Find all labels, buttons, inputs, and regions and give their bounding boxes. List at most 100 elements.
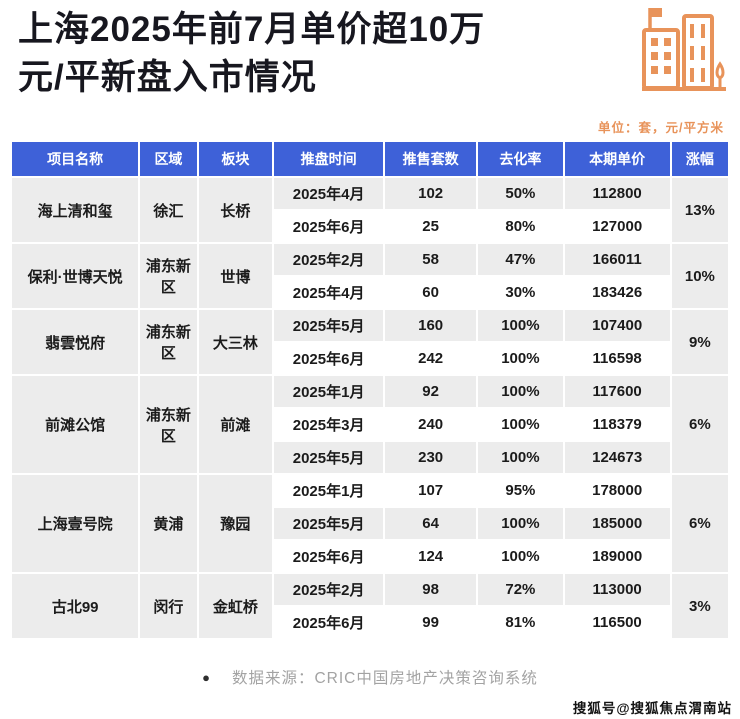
- column-header: 板块: [198, 142, 273, 176]
- units-count-cell: 58: [385, 244, 477, 275]
- units-count-cell: 60: [385, 277, 477, 308]
- unit-price-cell: 117600: [564, 376, 670, 407]
- column-header: 推盘时间: [274, 142, 384, 176]
- column-header: 本期单价: [564, 142, 670, 176]
- table-body: 海上清和玺 徐汇 长桥 2025年4月 102 50% 112800 13% 2025年6月 25…: [12, 178, 728, 638]
- growth-cell: 13%: [671, 178, 728, 242]
- unit-price-cell: 118379: [564, 409, 670, 440]
- table-row: 2025年6月 99 81% 116500: [12, 607, 728, 638]
- table-row: 2025年5月 230 100% 124673: [12, 442, 728, 473]
- growth-cell: 6%: [671, 475, 728, 572]
- units-count-cell: 92: [385, 376, 477, 407]
- absorption-rate-cell: 100%: [478, 409, 563, 440]
- project-cell: 前滩公馆: [12, 376, 139, 473]
- table-header-row: 项目名称 区域 板块 推盘时间 推售套数 去化率 本期单价 涨幅: [12, 142, 728, 176]
- absorption-rate-cell: 100%: [478, 310, 563, 341]
- column-header: 区域: [140, 142, 197, 176]
- launch-time-cell: 2025年6月: [274, 607, 384, 638]
- table-row: 古北99 闵行 金虹桥 2025年2月 98 72% 113000 3%: [12, 574, 728, 638]
- launch-time-cell: 2025年5月: [274, 442, 384, 473]
- district-cell: 闵行: [140, 574, 197, 638]
- units-count-cell: 98: [385, 574, 477, 605]
- table-row: 前滩公馆 浦东新区 前滩 2025年1月 92 100% 117600 6%: [12, 376, 728, 473]
- growth-cell: 10%: [671, 244, 728, 308]
- block-cell: 长桥: [198, 178, 273, 242]
- column-header: 推售套数: [385, 142, 477, 176]
- data-table: 项目名称 区域 板块 推盘时间 推售套数 去化率 本期单价 涨幅 海上清和玺 徐汇 长桥 2025年…: [10, 140, 730, 640]
- absorption-rate-cell: 81%: [478, 607, 563, 638]
- absorption-rate-cell: 100%: [478, 343, 563, 374]
- launch-time-cell: 2025年5月: [274, 310, 384, 341]
- unit-note: 单位：套，元/平方米: [598, 121, 724, 135]
- launch-time-cell: 2025年6月: [274, 211, 384, 242]
- growth-cell: 3%: [671, 574, 728, 638]
- block-cell: 豫园: [198, 475, 273, 572]
- absorption-rate-cell: 47%: [478, 244, 563, 275]
- district-cell: 浦东新区: [140, 376, 197, 473]
- unit-price-cell: 189000: [564, 541, 670, 572]
- district-cell: 徐汇: [140, 178, 197, 242]
- units-count-cell: 99: [385, 607, 477, 638]
- table-row: 2025年5月 64 100% 185000: [12, 508, 728, 539]
- table-row: 2025年3月 240 100% 118379: [12, 409, 728, 440]
- project-cell: 上海壹号院: [12, 475, 139, 572]
- growth-cell: 6%: [671, 376, 728, 473]
- unit-price-cell: 124673: [564, 442, 670, 473]
- unit-price-cell: 166011: [564, 244, 670, 275]
- unit-price-cell: 107400: [564, 310, 670, 341]
- launch-time-cell: 2025年4月: [274, 277, 384, 308]
- building-icon: [642, 8, 726, 91]
- units-count-cell: 230: [385, 442, 477, 473]
- unit-price-cell: 116598: [564, 343, 670, 374]
- project-cell: 保利·世博天悦: [12, 244, 139, 308]
- table-row: 上海壹号院 黄浦 豫园 2025年1月 107 95% 178000 6%: [12, 475, 728, 572]
- bullet-icon: ●: [202, 669, 210, 685]
- table-row: 2025年6月 25 80% 127000: [12, 211, 728, 242]
- absorption-rate-cell: 100%: [478, 508, 563, 539]
- column-header: 涨幅: [671, 142, 728, 176]
- units-count-cell: 107: [385, 475, 477, 506]
- units-count-cell: 240: [385, 409, 477, 440]
- table-row: 保利·世博天悦 浦东新区 世博 2025年2月 58 47% 166011 10%: [12, 244, 728, 308]
- table-row: 2025年6月 124 100% 189000: [12, 541, 728, 572]
- block-cell: 前滩: [198, 376, 273, 473]
- absorption-rate-cell: 100%: [478, 442, 563, 473]
- launch-time-cell: 2025年1月: [274, 376, 384, 407]
- launch-time-cell: 2025年3月: [274, 409, 384, 440]
- units-count-cell: 160: [385, 310, 477, 341]
- table-row: 2025年6月 242 100% 116598: [12, 343, 728, 374]
- title-line-2: 元/平新盘入市情况: [18, 57, 317, 97]
- unit-price-cell: 113000: [564, 574, 670, 605]
- data-source-text: 数据来源：CRIC中国房地产决策咨询系统: [231, 670, 538, 687]
- district-cell: 浦东新区: [140, 310, 197, 374]
- launch-time-cell: 2025年4月: [274, 178, 384, 209]
- table-row: 海上清和玺 徐汇 长桥 2025年4月 102 50% 112800 13%: [12, 178, 728, 242]
- absorption-rate-cell: 80%: [478, 211, 563, 242]
- units-count-cell: 102: [385, 178, 477, 209]
- units-count-cell: 25: [385, 211, 477, 242]
- unit-price-cell: 178000: [564, 475, 670, 506]
- title-line-1: 上海2025年前7月单价超10万: [18, 10, 486, 49]
- district-cell: 黄浦: [140, 475, 197, 572]
- units-count-cell: 124: [385, 541, 477, 572]
- column-header: 项目名称: [12, 142, 139, 176]
- block-cell: 金虹桥: [198, 574, 273, 638]
- project-cell: 翡雲悦府: [12, 310, 139, 374]
- absorption-rate-cell: 72%: [478, 574, 563, 605]
- project-cell: 古北99: [12, 574, 139, 638]
- launch-time-cell: 2025年2月: [274, 574, 384, 605]
- absorption-rate-cell: 95%: [478, 475, 563, 506]
- absorption-rate-cell: 30%: [478, 277, 563, 308]
- table-row: 2025年4月 60 30% 183426: [12, 277, 728, 308]
- column-header: 去化率: [478, 142, 563, 176]
- source-line: ● 数据来源：CRIC中国房地产决策咨询系统: [0, 666, 740, 688]
- block-cell: 世博: [198, 244, 273, 308]
- absorption-rate-cell: 50%: [478, 178, 563, 209]
- growth-cell: 9%: [671, 310, 728, 374]
- district-cell: 浦东新区: [140, 244, 197, 308]
- units-count-cell: 242: [385, 343, 477, 374]
- unit-price-cell: 112800: [564, 178, 670, 209]
- unit-price-cell: 116500: [564, 607, 670, 638]
- launch-time-cell: 2025年1月: [274, 475, 384, 506]
